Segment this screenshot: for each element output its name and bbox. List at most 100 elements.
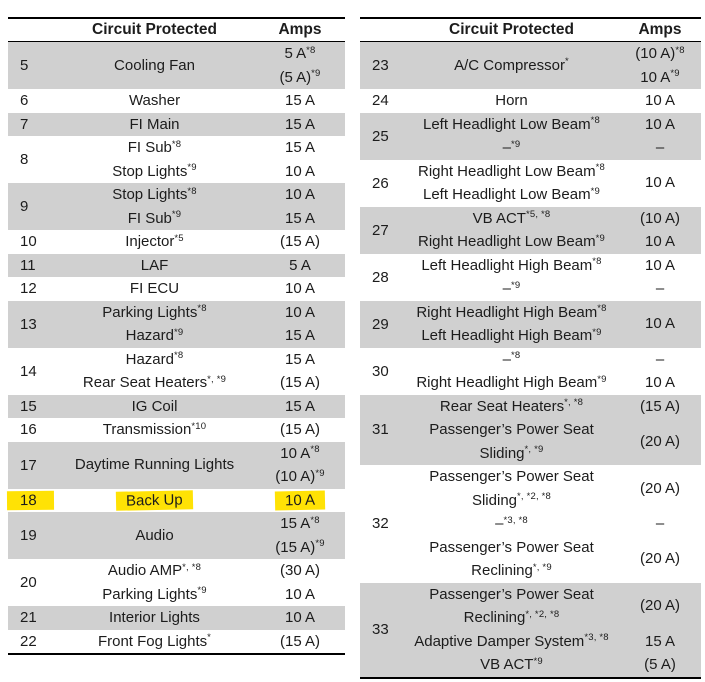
circuit-entry: Rear Seat Heaters*, *9 (15 A) [54, 371, 345, 395]
amp-value: 15 A*8 [280, 512, 319, 536]
circuit-cell: Horn [404, 89, 619, 113]
circuit-cell: Interior Lights [54, 606, 255, 630]
amp-value-text: 15 A [284, 139, 316, 156]
fuse-row-23: 23 A/C Compressor* (10 A)*8 10 A*9 [360, 42, 701, 89]
footnote-marker: *3, *8 [503, 514, 528, 526]
amp-value-text: 10 A [644, 174, 676, 192]
amp-value: 10 A [285, 183, 315, 207]
row-entries: Daytime Running Lights 10 A*8 (10 A)*9 [54, 442, 345, 489]
fuse-row-12: 12 FI ECU 10 A [8, 277, 345, 301]
row-entries: Transmission*10 (15 A) [54, 418, 345, 442]
row-entries: Front Fog Lights* (15 A) [54, 630, 345, 654]
highlight-mark: 18 [6, 490, 54, 510]
circuit-entry: LAF 5 A [54, 254, 345, 278]
header-amps: Amps [278, 21, 322, 38]
row-entries: Back Up 10 A [54, 489, 345, 513]
circuit-name: –*8 [503, 348, 521, 372]
footnote-marker: *, *8 [564, 397, 584, 408]
footnote-marker: *8 [590, 115, 600, 126]
amp-value-text: 15 A [284, 350, 316, 368]
circuit-name-text: Passenger’s Power Seat [429, 421, 594, 438]
amps-cell: 10 A [619, 113, 701, 137]
footnote-marker: *8 [171, 138, 182, 150]
fuse-number: 16 [20, 421, 37, 439]
circuit-name: Passenger’s Power Seat [429, 418, 594, 442]
fuse-number: 11 [20, 256, 36, 274]
fuse-number-cell: 25 [360, 113, 404, 160]
amps-cell: (15 A) [255, 418, 345, 442]
footnote-marker: *, *2, *8 [525, 608, 560, 620]
fuse-number-cell: 28 [360, 254, 404, 301]
circuit-name: IG Coil [132, 395, 178, 419]
row-entries: Interior Lights 10 A [54, 606, 345, 630]
fuse-number: 14 [20, 362, 37, 380]
amp-value-text: (15 A) [279, 233, 321, 250]
circuit-cell: Passenger’s Power Seat Sliding*, *9 [404, 418, 619, 465]
circuit-entry: Audio 15 A*8 (15 A)*9 [54, 512, 345, 559]
amp-value-text: 10 A [644, 374, 676, 391]
fuse-number: 22 [20, 632, 37, 650]
circuit-name-text: A/C Compressor [454, 56, 565, 74]
amp-value: 10 A [645, 171, 675, 195]
amp-value-text: (20 A) [639, 597, 681, 615]
amps-cell: (15 A) [619, 395, 701, 419]
circuit-name-text: Right Headlight High Beam [416, 303, 598, 321]
fuse-number-cell: 16 [8, 418, 54, 442]
footnote-marker: *9 [187, 162, 197, 173]
fuse-row-14: 14 Hazard*8 15 A Rear Seat Heaters*, *9 (15 … [8, 348, 345, 395]
circuit-entry: Transmission*10 (15 A) [54, 418, 345, 442]
amp-value-text: 10 A [644, 233, 676, 250]
footnote-marker: *9 [315, 538, 325, 549]
circuit-name-text: Passenger’s Power Seat [429, 538, 594, 556]
fuse-number: 23 [372, 57, 389, 74]
circuit-name: Hazard*9 [126, 324, 184, 348]
amps-cell: (10 A) [619, 207, 701, 231]
circuit-name-text: – [495, 515, 504, 532]
amps-cell: 15 A [255, 89, 345, 113]
fuse-number: 9 [20, 198, 29, 215]
fuse-number-cell: 21 [8, 606, 54, 630]
amp-value: 10 A [645, 89, 675, 113]
circuit-entry: Daytime Running Lights 10 A*8 (10 A)*9 [54, 442, 345, 489]
circuit-name: Back Up [115, 489, 194, 513]
fuse-row-8: 8 FI Sub*8 15 A Stop Lights*9 10 A [8, 136, 345, 183]
circuit-name-text: Sliding [479, 444, 525, 462]
fuse-number-cell: 32 [360, 465, 404, 583]
footnote-marker: *10 [191, 420, 207, 432]
amps-cell: 10 A [619, 160, 701, 207]
footnote-marker: * [207, 632, 212, 643]
fuse-number: 21 [20, 609, 37, 627]
amp-value: (30 A) [280, 559, 320, 583]
amps-cell: 10 A [255, 277, 345, 301]
fuse-row-11: 11 LAF 5 A [8, 253, 345, 278]
amp-value-text: 15 A [284, 327, 316, 344]
circuit-entry: Passenger’s Power Seat Reclining*, *2, *8… [404, 583, 701, 630]
row-entries: FI ECU 10 A [54, 277, 345, 301]
amps-cell: 10 A [255, 301, 345, 325]
fuse-row-19: 19 Audio 15 A*8 (15 A)*9 [8, 512, 345, 559]
amp-value: 10 A [285, 301, 315, 325]
footnote-marker: *9 [315, 467, 325, 479]
footnote-marker: *9 [590, 185, 600, 197]
circuit-name-text: Back Up [125, 490, 184, 510]
row-entries: Washer 15 A [54, 89, 345, 113]
circuit-entry: Passenger’s Power Seat Sliding*, *2, *8 (2… [404, 465, 701, 512]
amp-value-text: 10 A [284, 609, 316, 626]
circuit-cell: Rear Seat Heaters*, *9 [54, 371, 255, 395]
circuit-name-text: – [502, 280, 511, 297]
fuse-row-31: 31 Rear Seat Heaters*, *8 (15 A) Passenger’… [360, 394, 701, 465]
circuit-entry: Passenger’s Power Seat Sliding*, *9 (20 A) [404, 418, 701, 465]
row-entries: Right Headlight High Beam*8 Left Headligh… [404, 301, 701, 348]
amps-cell: 15 A [255, 207, 345, 231]
header-amps: Amps [638, 21, 682, 38]
amp-value: 15 A [285, 324, 315, 348]
fuse-number-cell: 18 [6, 489, 54, 513]
circuit-cell: IG Coil [54, 395, 255, 419]
amps-cell: 10 A [255, 183, 345, 207]
circuit-name-text: Transmission [102, 421, 192, 438]
circuit-entry: Stop Lights*8 10 A [54, 183, 345, 207]
fuse-number-cell: 5 [8, 42, 54, 89]
fuse-number-cell: 6 [8, 89, 54, 113]
amp-value: 10 A*8 [280, 442, 319, 466]
amp-value-text: – [655, 350, 665, 368]
